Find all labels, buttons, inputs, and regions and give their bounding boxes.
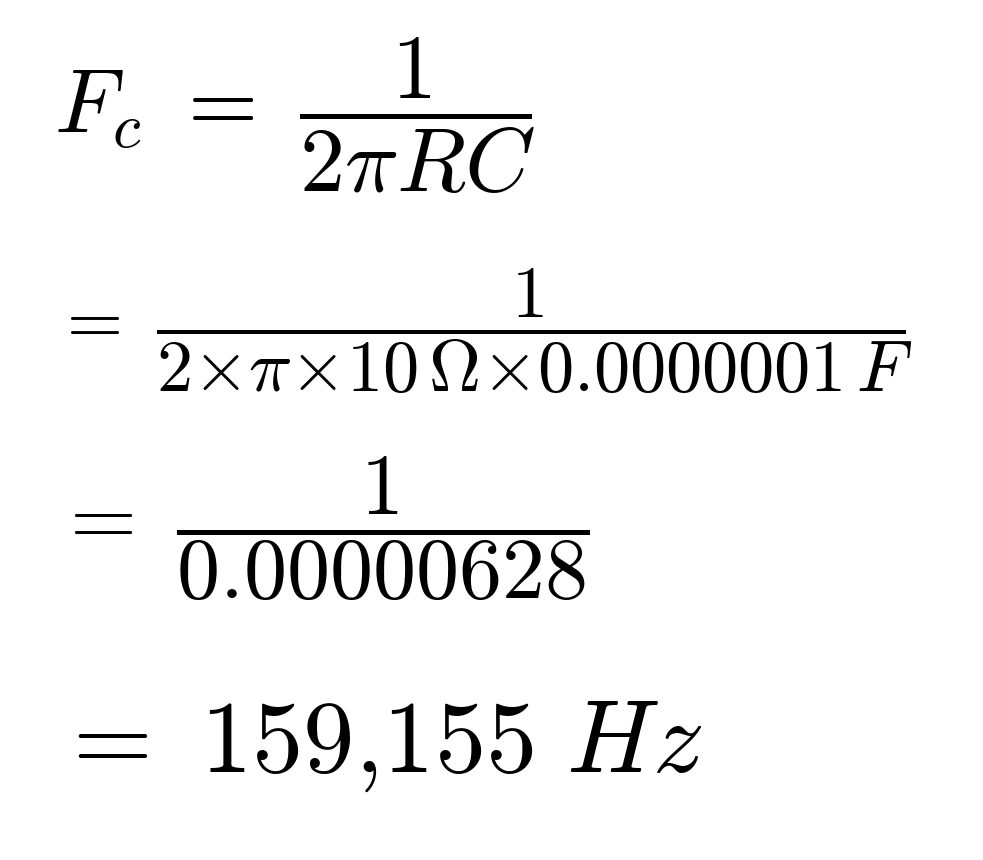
Text: $F_c\ =\ \dfrac{1}{2\pi RC}$: $F_c\ =\ \dfrac{1}{2\pi RC}$	[54, 36, 536, 196]
Text: $=\ \dfrac{1}{0.00000628}$: $=\ \dfrac{1}{0.00000628}$	[54, 454, 590, 604]
Text: $=\ \dfrac{1}{2{\times}\pi{\times}10\,\Omega{\times}0.0000001\,F}$: $=\ \dfrac{1}{2{\times}\pi{\times}10\,\O…	[54, 267, 913, 396]
Text: $=\ 159{,}155\ \mathit{Hz}$: $=\ 159{,}155\ \mathit{Hz}$	[54, 693, 703, 795]
